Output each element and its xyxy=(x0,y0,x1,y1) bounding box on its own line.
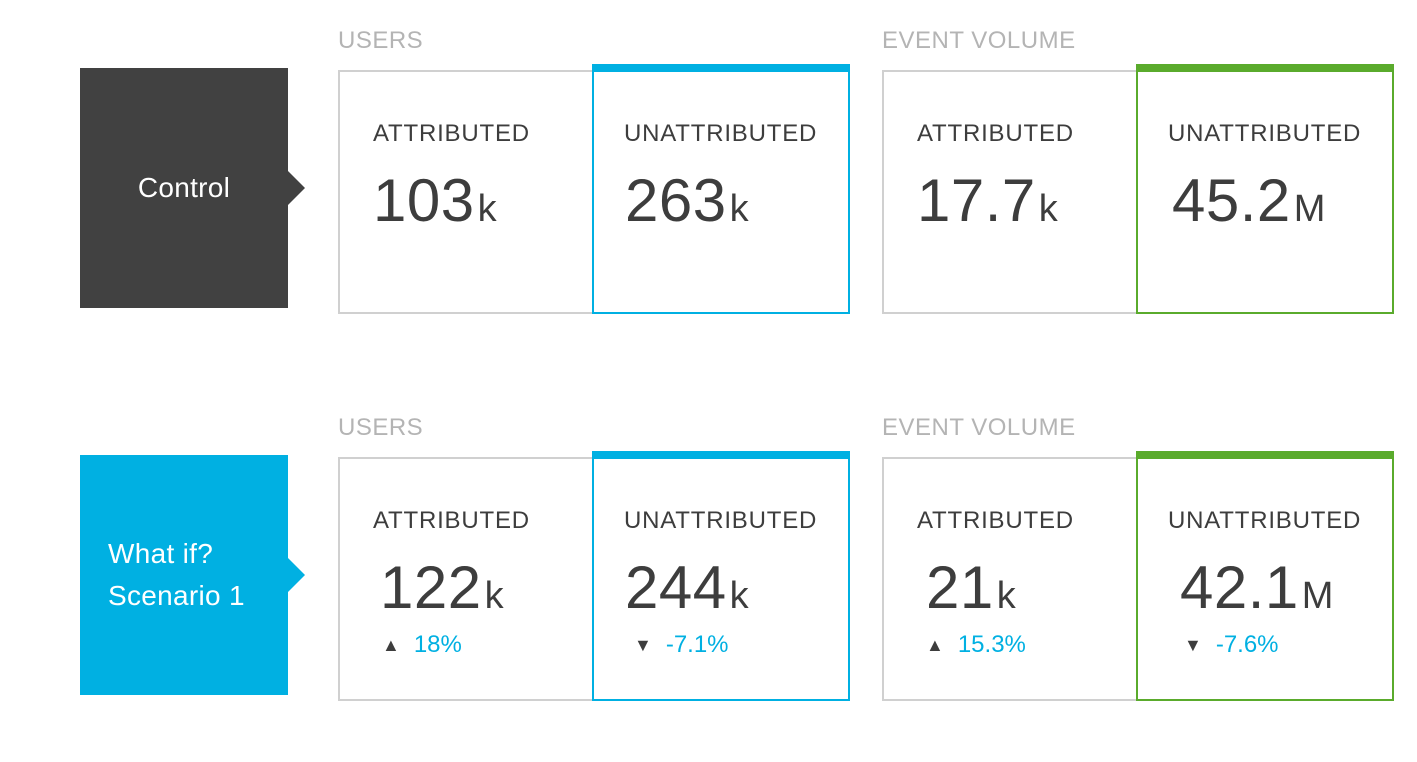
event-volume-group-label: EVENT VOLUME xyxy=(882,27,1076,54)
triangle-down-icon: ▼ xyxy=(1184,634,1202,655)
events-unattributed-card: UNATTRIBUTED 45.2M xyxy=(1136,64,1394,314)
scenario-label: What if? Scenario 1 xyxy=(108,538,245,611)
card-title: UNATTRIBUTED xyxy=(624,507,818,534)
card-title: UNATTRIBUTED xyxy=(1168,507,1362,534)
events-unattributed-card: UNATTRIBUTED 42.1M ▼ -7.6% xyxy=(1136,451,1394,701)
delta-value: -7.1% xyxy=(665,631,729,658)
metric-value: 103k xyxy=(373,166,497,235)
metric-number: 263 xyxy=(625,167,727,234)
metric-value: 21k xyxy=(926,553,1016,622)
control-row: USERS EVENT VOLUME Control ATTRIBUTED 10… xyxy=(0,23,1417,314)
metric-value: 244k xyxy=(625,553,749,622)
triangle-up-icon: ▲ xyxy=(926,634,944,655)
metric-number: 17.7 xyxy=(917,167,1036,234)
delta-change: ▼ -7.6% xyxy=(1184,631,1279,659)
delta-value: 18% xyxy=(413,631,462,658)
metric-value: 122k xyxy=(380,553,504,622)
metric-unit: M xyxy=(1301,575,1334,617)
what-if-scenario-tile[interactable]: What if? Scenario 1 xyxy=(80,455,305,695)
scenario-1-row: USERS EVENT VOLUME What if? Scenario 1 A… xyxy=(0,410,1417,701)
metric-number: 122 xyxy=(380,554,482,621)
events-attributed-card: ATTRIBUTED 21k ▲ 15.3% xyxy=(882,457,1139,701)
metric-number: 45.2 xyxy=(1172,167,1291,234)
metric-value: 45.2M xyxy=(1172,166,1325,235)
users-attributed-card: ATTRIBUTED 103k xyxy=(338,70,595,314)
card-title: ATTRIBUTED xyxy=(373,507,530,534)
card-title: ATTRIBUTED xyxy=(373,120,530,147)
delta-change: ▲ 15.3% xyxy=(926,631,1026,659)
control-scenario-tile[interactable]: Control xyxy=(80,68,305,308)
metric-number: 42.1 xyxy=(1180,554,1299,621)
scenario-label: Control xyxy=(137,172,231,203)
users-group-label: USERS xyxy=(338,27,424,54)
metric-value: 17.7k xyxy=(917,166,1058,235)
users-unattributed-card: UNATTRIBUTED 244k ▼ -7.1% xyxy=(592,451,850,701)
card-title: ATTRIBUTED xyxy=(917,120,1074,147)
metric-unit: k xyxy=(477,188,497,230)
users-group-label: USERS xyxy=(338,414,424,441)
metric-unit: k xyxy=(729,575,749,617)
metric-unit: M xyxy=(1293,188,1326,230)
metric-number: 244 xyxy=(625,554,727,621)
metric-number: 21 xyxy=(926,554,994,621)
delta-change: ▲ 18% xyxy=(382,631,462,659)
users-attributed-card: ATTRIBUTED 122k ▲ 18% xyxy=(338,457,595,701)
metric-value: 263k xyxy=(625,166,749,235)
metric-unit: k xyxy=(1038,188,1058,230)
card-title: ATTRIBUTED xyxy=(917,507,1074,534)
delta-change: ▼ -7.1% xyxy=(634,631,729,659)
triangle-up-icon: ▲ xyxy=(382,634,400,655)
card-title: UNATTRIBUTED xyxy=(1168,120,1362,147)
events-attributed-card: ATTRIBUTED 17.7k xyxy=(882,70,1139,314)
event-volume-group-label: EVENT VOLUME xyxy=(882,414,1076,441)
metric-unit: k xyxy=(996,575,1016,617)
metric-value: 42.1M xyxy=(1180,553,1333,622)
users-unattributed-card: UNATTRIBUTED 263k xyxy=(592,64,850,314)
delta-value: 15.3% xyxy=(957,631,1026,658)
triangle-down-icon: ▼ xyxy=(634,634,652,655)
card-title: UNATTRIBUTED xyxy=(624,120,818,147)
metric-unit: k xyxy=(729,188,749,230)
metric-number: 103 xyxy=(373,167,475,234)
delta-value: -7.6% xyxy=(1215,631,1279,658)
metric-unit: k xyxy=(484,575,504,617)
